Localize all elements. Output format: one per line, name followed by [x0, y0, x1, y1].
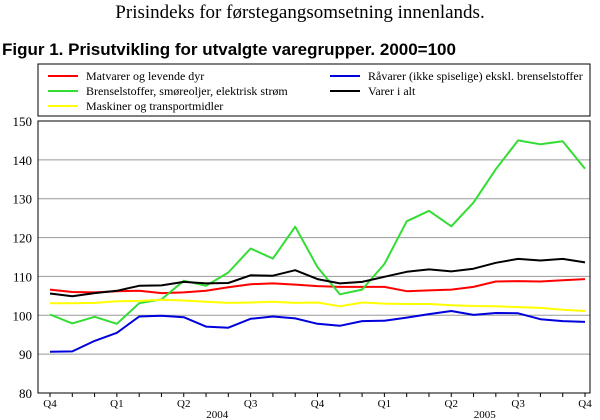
series-line — [49, 310, 586, 353]
x-year-label: 2005 — [474, 409, 497, 420]
series-line — [49, 139, 586, 325]
plot-area-frame — [37, 120, 591, 394]
x-tick-label: Q3 — [244, 398, 258, 410]
x-tick-label: Q4 — [311, 398, 325, 410]
series-lines — [49, 139, 586, 353]
gridlines — [38, 159, 590, 355]
x-tick-label: Q4 — [43, 398, 57, 410]
x-tick-label: Q1 — [378, 398, 391, 410]
y-tick-label: 90 — [19, 347, 32, 362]
x-tick-label: Q3 — [511, 398, 525, 410]
y-axis: 80 90 100 110 120 130 140 150 — [13, 114, 33, 401]
y-tick-label: 140 — [13, 153, 33, 168]
x-axis: Q4 Q1 Q2 Q3 Q4 Q1 Q2 Q3 Q4 2004 2005 — [43, 393, 592, 420]
series-line — [49, 257, 586, 298]
x-tick-label: Q2 — [177, 398, 190, 410]
y-tick-label: 150 — [13, 114, 33, 129]
legend-label: Varer i alt — [368, 84, 416, 98]
legend-box — [37, 63, 591, 117]
chart-title: Figur 1. Prisutvikling for utvalgte vare… — [2, 40, 456, 59]
legend-label: Brenselstoffer, smøreoljer, elektrisk st… — [86, 84, 288, 98]
x-tick-label: Q4 — [578, 398, 592, 410]
series-line — [50, 298, 586, 312]
y-tick-label: 130 — [13, 192, 33, 207]
x-tick-label: Q2 — [445, 398, 458, 410]
legend-label: Maskiner og transportmidler — [86, 99, 223, 113]
series-line — [49, 278, 586, 295]
x-year-label: 2004 — [206, 409, 229, 420]
figure-suptitle: Prisindeks for førstegangsomsetning inne… — [115, 2, 485, 23]
y-tick-label: 110 — [13, 269, 32, 284]
y-tick-label: 80 — [19, 386, 32, 401]
legend-label: Råvarer (ikke spiselige) ekskl. brensels… — [368, 69, 583, 83]
y-tick-label: 100 — [13, 308, 33, 323]
y-tick-label: 120 — [13, 231, 33, 246]
x-tick-label: Q1 — [110, 398, 123, 410]
legend-label: Matvarer og levende dyr — [86, 69, 204, 83]
